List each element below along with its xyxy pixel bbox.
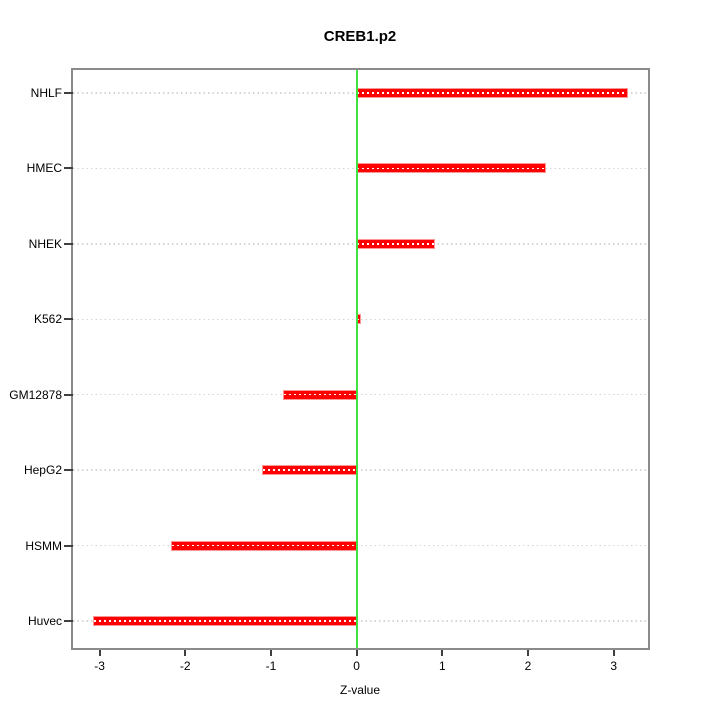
bar-k562 bbox=[356, 315, 361, 324]
x-axis-tick bbox=[612, 650, 615, 656]
category-label-k562: K562 bbox=[33, 312, 62, 327]
x-axis-tick bbox=[355, 650, 358, 656]
category-label-hsmm: HSMM bbox=[25, 538, 62, 553]
y-axis-tick bbox=[64, 393, 73, 396]
plot-area bbox=[73, 70, 648, 648]
category-label-nhek: NHEK bbox=[28, 236, 62, 251]
x-axis-tick bbox=[441, 650, 444, 656]
grid-line bbox=[73, 318, 648, 321]
bar-center-dots bbox=[93, 620, 357, 622]
x-tick-label: 3 bbox=[610, 659, 618, 673]
grid-line bbox=[73, 469, 648, 471]
bar-center-dots bbox=[356, 243, 434, 245]
plot-frame bbox=[71, 68, 650, 650]
category-label-gm12878: GM12878 bbox=[9, 387, 62, 402]
category-label-huvec: Huvec bbox=[27, 614, 62, 628]
bar-center-dots bbox=[263, 469, 357, 471]
bar-nhek bbox=[356, 239, 434, 248]
zero-reference-line bbox=[355, 70, 358, 648]
bar-hmec bbox=[356, 164, 546, 173]
x-axis-tick bbox=[269, 650, 272, 656]
bar-hsmm bbox=[171, 541, 357, 550]
bar-gm12878 bbox=[283, 390, 357, 399]
bar-hepg2 bbox=[263, 466, 357, 475]
y-axis-tick bbox=[64, 92, 73, 94]
x-axis-tick bbox=[98, 650, 101, 656]
x-axis-tick bbox=[527, 650, 530, 656]
bar-center-dots bbox=[356, 92, 627, 94]
chart-title: CREB1.p2 bbox=[323, 28, 397, 45]
bar-center-dots bbox=[283, 393, 357, 396]
category-label-hmec: HMEC bbox=[26, 161, 62, 176]
x-tick-label: 0 bbox=[353, 659, 360, 673]
x-tick-label: -3 bbox=[94, 659, 105, 673]
category-label-nhlf: NHLF bbox=[30, 86, 62, 100]
grid-line bbox=[73, 620, 648, 622]
y-axis-tick bbox=[64, 242, 73, 245]
bar-huvec bbox=[93, 617, 357, 625]
bar-center-dots bbox=[356, 167, 546, 170]
x-tick-label: 1 bbox=[438, 659, 446, 673]
y-axis-tick bbox=[64, 167, 73, 170]
x-axis-tick bbox=[184, 650, 187, 656]
x-tick-label: 2 bbox=[524, 659, 532, 673]
y-axis-tick bbox=[64, 620, 73, 622]
bar-center-dots bbox=[356, 318, 361, 321]
bar-nhlf bbox=[356, 89, 627, 97]
x-axis-label: Z-value bbox=[339, 683, 380, 697]
y-axis-tick bbox=[64, 318, 73, 321]
grid-line bbox=[73, 544, 648, 547]
y-axis-tick bbox=[64, 544, 73, 547]
x-tick-label: -2 bbox=[179, 659, 191, 673]
y-axis-tick bbox=[64, 469, 73, 472]
bar-center-dots bbox=[171, 544, 357, 547]
category-label-hepg2: HepG2 bbox=[23, 463, 62, 478]
x-tick-label: -1 bbox=[265, 659, 277, 673]
grid-line bbox=[73, 393, 648, 396]
